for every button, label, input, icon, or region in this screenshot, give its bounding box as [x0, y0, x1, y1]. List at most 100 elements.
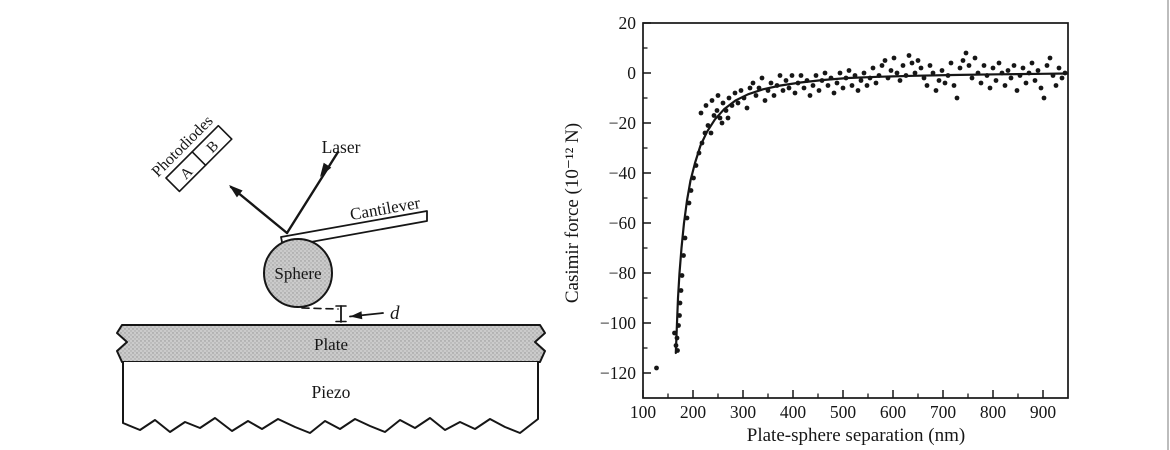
- x-axis-tick-label: 200: [680, 402, 707, 422]
- x-axis-tick-label: 700: [930, 402, 957, 422]
- data-point: [725, 115, 731, 121]
- data-point: [987, 85, 993, 91]
- x-axis-tick-label: 500: [830, 402, 857, 422]
- data-point: [1047, 55, 1053, 61]
- chart-plot-area: 100 200 300 400 500 600 700 800 900200−20−40−60−…: [600, 13, 1069, 422]
- photodiode-divider: [191, 151, 207, 167]
- data-point: [924, 83, 930, 88]
- sphere-shape: [263, 238, 333, 308]
- data-point: [816, 88, 822, 93]
- casimir-force-chart: 100 200 300 400 500 600 700 800 900200−20−40−60−…: [562, 13, 1069, 446]
- y-axis-tick-label: −120: [600, 363, 636, 383]
- data-point: [789, 73, 795, 78]
- data-point: [882, 58, 888, 63]
- data-point: [786, 85, 792, 91]
- y-axis-tick-label: 20: [619, 13, 637, 33]
- data-point: [720, 100, 726, 106]
- data-point: [709, 98, 715, 103]
- data-point: [1035, 68, 1041, 73]
- x-axis-tick-label: 300: [730, 402, 757, 422]
- data-point: [1056, 65, 1062, 71]
- experiment-diagram: Cantilever Laser A B Photodiodes Sphere: [116, 113, 546, 434]
- sphere-bottom-dashed-line: [301, 307, 339, 310]
- data-point: [714, 108, 720, 113]
- data-point: [1014, 88, 1020, 93]
- data-point: [1038, 85, 1044, 91]
- reflected-beam: [229, 185, 289, 235]
- distance-label: d: [390, 303, 400, 324]
- data-point: [1002, 83, 1008, 88]
- data-point: [1059, 75, 1065, 81]
- data-point: [715, 93, 721, 98]
- data-point: [888, 68, 894, 73]
- plate-label: Plate: [314, 335, 348, 354]
- data-point: [933, 88, 939, 93]
- plot-frame: [642, 22, 1069, 399]
- data-point: [915, 58, 921, 63]
- data-point: [719, 120, 725, 126]
- data-point: [972, 55, 978, 61]
- data-point: [735, 100, 741, 106]
- data-point: [747, 85, 753, 91]
- data-point: [732, 90, 738, 96]
- data-point: [783, 78, 789, 83]
- laser-label: Laser: [322, 137, 361, 157]
- data-point: [840, 85, 846, 91]
- plate-shape: [116, 324, 546, 363]
- data-point: [703, 103, 709, 108]
- data-point: [930, 70, 936, 76]
- laser-beam: [285, 150, 340, 235]
- x-axis-tick-label: 600: [880, 402, 907, 422]
- x-axis-tick-label: 900: [1030, 402, 1057, 422]
- data-point: [679, 273, 685, 278]
- data-point: [960, 58, 966, 63]
- data-point: [777, 73, 783, 78]
- data-point: [708, 130, 714, 136]
- data-point: [834, 80, 840, 86]
- data-point: [726, 95, 732, 101]
- data-point: [822, 70, 828, 76]
- data-point: [780, 88, 786, 93]
- data-point: [954, 95, 960, 101]
- data-point: [801, 85, 807, 91]
- data-point: [654, 365, 659, 371]
- data-point: [1023, 80, 1029, 86]
- data-point: [951, 83, 957, 88]
- data-point: [906, 53, 912, 58]
- data-point: [681, 253, 686, 258]
- data-point: [846, 68, 852, 73]
- data-point: [891, 55, 897, 61]
- data-point: [894, 70, 900, 76]
- data-point: [873, 80, 879, 86]
- data-point: [966, 63, 972, 68]
- data-point: [837, 70, 843, 76]
- y-axis-tick-label: −40: [609, 163, 637, 183]
- data-point: [771, 93, 777, 98]
- data-point: [750, 80, 756, 86]
- data-point: [698, 110, 704, 116]
- fit-curve: [674, 72, 1069, 355]
- data-point: [981, 63, 987, 68]
- data-point: [678, 288, 684, 293]
- data-point: [912, 70, 918, 76]
- data-point: [1041, 95, 1047, 101]
- data-point: [1011, 63, 1017, 68]
- data-point: [738, 88, 744, 93]
- data-point: [864, 83, 870, 88]
- x-axis-tick-label: 800: [980, 402, 1007, 422]
- x-axis-tick-label: 400: [780, 402, 807, 422]
- data-point: [855, 88, 861, 93]
- data-point: [957, 65, 963, 71]
- data-point: [810, 83, 816, 88]
- data-point: [909, 60, 915, 66]
- data-point: [927, 63, 933, 68]
- y-axis-tick-label: −60: [609, 213, 637, 233]
- reflected-beam-arrowhead-icon: [229, 185, 243, 198]
- data-point: [918, 65, 924, 71]
- data-point: [711, 113, 717, 118]
- data-point: [897, 78, 903, 83]
- laser-beam-arrowhead-icon: [320, 162, 332, 177]
- data-point: [831, 90, 837, 96]
